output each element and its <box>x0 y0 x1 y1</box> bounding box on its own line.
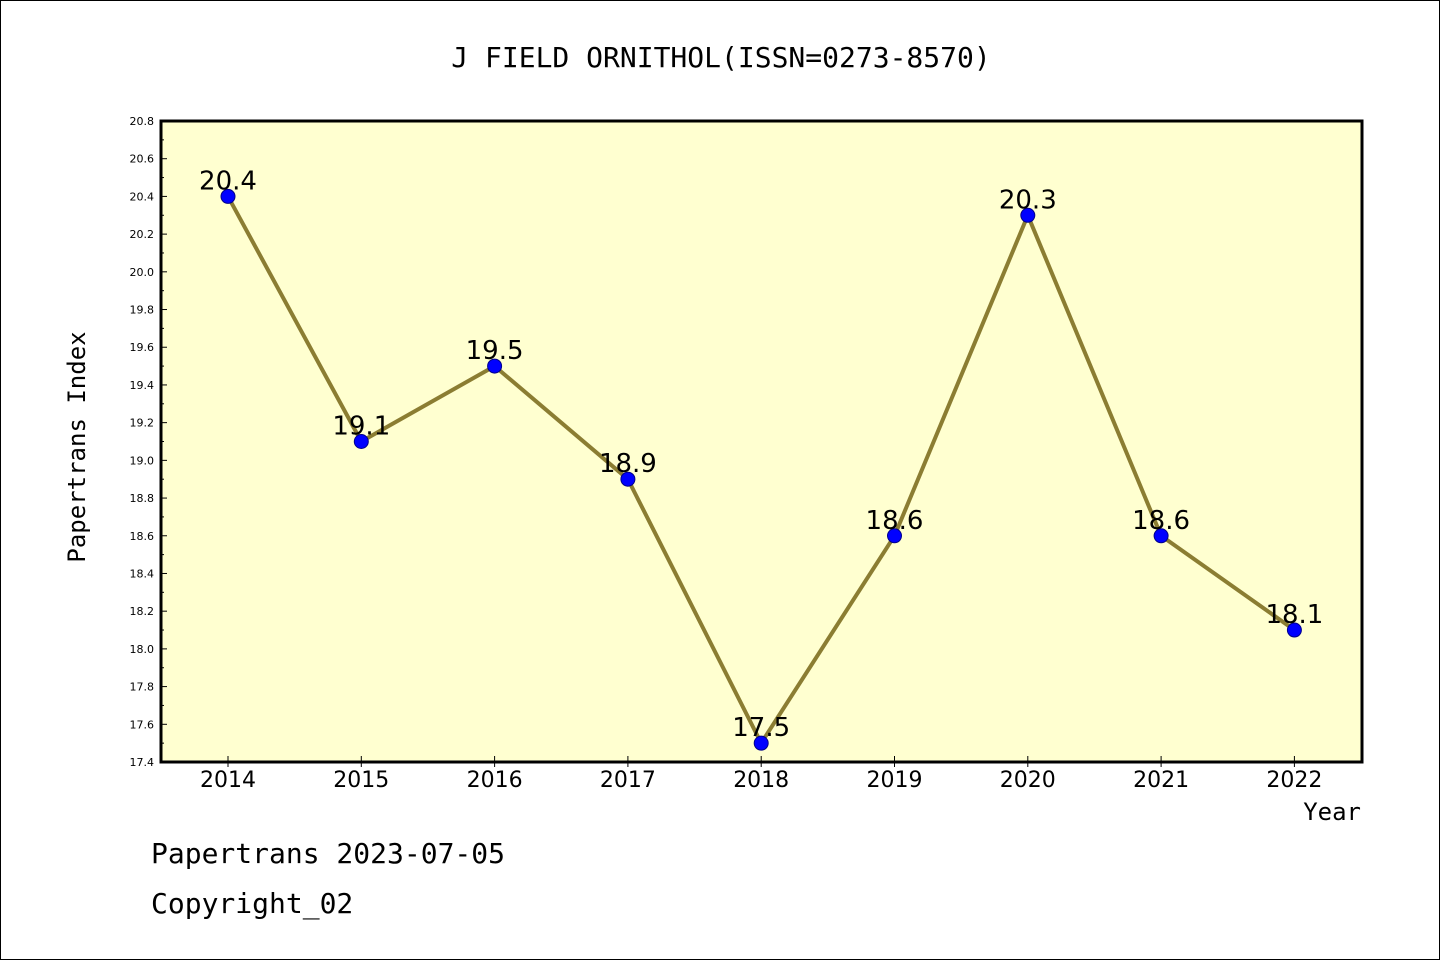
x-tick-label: 2018 <box>733 768 789 793</box>
y-tick-label: 18.2 <box>130 605 155 618</box>
y-tick-label: 20.6 <box>130 153 155 166</box>
x-tick-label: 2016 <box>467 768 523 793</box>
data-point <box>487 358 503 374</box>
x-tick-label: 2020 <box>1000 768 1056 793</box>
data-point <box>1153 528 1169 544</box>
footer-copyright-text: Copyright_02 <box>151 887 354 920</box>
footer-date-text: Papertrans 2023-07-05 <box>151 837 506 870</box>
data-point <box>620 471 636 487</box>
x-tick-label: 2019 <box>867 768 923 793</box>
y-tick-label: 19.2 <box>130 417 155 430</box>
y-tick-label: 20.2 <box>130 228 155 241</box>
data-point <box>753 735 769 751</box>
y-tick-label: 20.0 <box>130 266 155 279</box>
data-label: 18.6 <box>1132 506 1190 536</box>
data-label: 20.4 <box>199 166 257 196</box>
y-tick-label: 18.6 <box>130 530 155 543</box>
y-tick-label: 19.0 <box>130 454 155 467</box>
data-label: 18.6 <box>866 506 924 536</box>
data-point <box>1020 207 1036 223</box>
x-tick-label: 2022 <box>1266 768 1322 793</box>
y-tick-label: 19.6 <box>130 341 155 354</box>
y-tick-label: 19.4 <box>130 379 155 392</box>
y-axis-label: Papertrans Index <box>63 331 91 562</box>
y-tick-label: 20.4 <box>130 190 155 203</box>
y-tick-label: 18.4 <box>130 567 155 580</box>
x-axis-label: Year <box>1303 798 1361 826</box>
y-tick-label: 20.8 <box>130 115 155 128</box>
y-tick-label: 18.0 <box>130 643 155 656</box>
x-tick-label: 2015 <box>333 768 389 793</box>
y-tick-label: 17.6 <box>130 718 155 731</box>
data-point <box>1286 622 1302 638</box>
y-tick-label: 17.8 <box>130 681 155 694</box>
chart-title: J FIELD ORNITHOL(ISSN=0273-8570) <box>451 41 990 74</box>
y-tick-label: 18.8 <box>130 492 155 505</box>
plot-background <box>161 121 1362 762</box>
plot-border <box>159 119 1364 764</box>
data-point <box>353 434 369 449</box>
data-label: 18.9 <box>599 449 657 479</box>
data-point <box>887 528 902 544</box>
y-tick-label: 17.4 <box>130 756 155 769</box>
plot-area: 17.4 17.6 17.8 18.0 18.2 18.4 18.6 18.8 19.0 19.2… <box>130 115 1364 793</box>
data-label: 18.1 <box>1265 600 1323 630</box>
y-tick-label: 19.8 <box>130 304 155 317</box>
x-tick-label: 2017 <box>600 768 656 793</box>
data-label: 19.1 <box>332 412 390 442</box>
data-label: 19.5 <box>466 336 524 366</box>
data-point <box>220 188 236 204</box>
x-tick-label: 2014 <box>200 768 256 793</box>
x-tick-label: 2021 <box>1133 768 1189 793</box>
data-label: 17.5 <box>732 713 790 743</box>
data-label: 20.3 <box>999 185 1057 215</box>
